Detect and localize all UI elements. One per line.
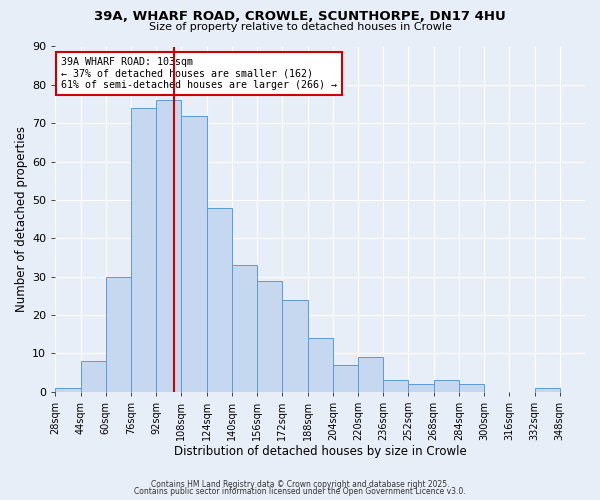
- Y-axis label: Number of detached properties: Number of detached properties: [15, 126, 28, 312]
- Text: Size of property relative to detached houses in Crowle: Size of property relative to detached ho…: [149, 22, 451, 32]
- Text: Contains HM Land Registry data © Crown copyright and database right 2025.: Contains HM Land Registry data © Crown c…: [151, 480, 449, 489]
- Bar: [206, 208, 232, 392]
- X-axis label: Distribution of detached houses by size in Crowle: Distribution of detached houses by size …: [174, 444, 467, 458]
- Bar: [535, 388, 560, 392]
- Bar: [409, 384, 434, 392]
- Bar: [459, 384, 484, 392]
- Bar: [181, 116, 206, 392]
- Bar: [434, 380, 459, 392]
- Bar: [308, 338, 333, 392]
- Bar: [55, 388, 80, 392]
- Text: 39A, WHARF ROAD, CROWLE, SCUNTHORPE, DN17 4HU: 39A, WHARF ROAD, CROWLE, SCUNTHORPE, DN1…: [94, 10, 506, 23]
- Text: Contains public sector information licensed under the Open Government Licence v3: Contains public sector information licen…: [134, 487, 466, 496]
- Bar: [358, 358, 383, 392]
- Text: 39A WHARF ROAD: 103sqm
← 37% of detached houses are smaller (162)
61% of semi-de: 39A WHARF ROAD: 103sqm ← 37% of detached…: [61, 57, 337, 90]
- Bar: [106, 276, 131, 392]
- Bar: [156, 100, 181, 392]
- Bar: [232, 265, 257, 392]
- Bar: [333, 365, 358, 392]
- Bar: [383, 380, 409, 392]
- Bar: [131, 108, 156, 392]
- Bar: [257, 280, 283, 392]
- Bar: [283, 300, 308, 392]
- Bar: [80, 361, 106, 392]
